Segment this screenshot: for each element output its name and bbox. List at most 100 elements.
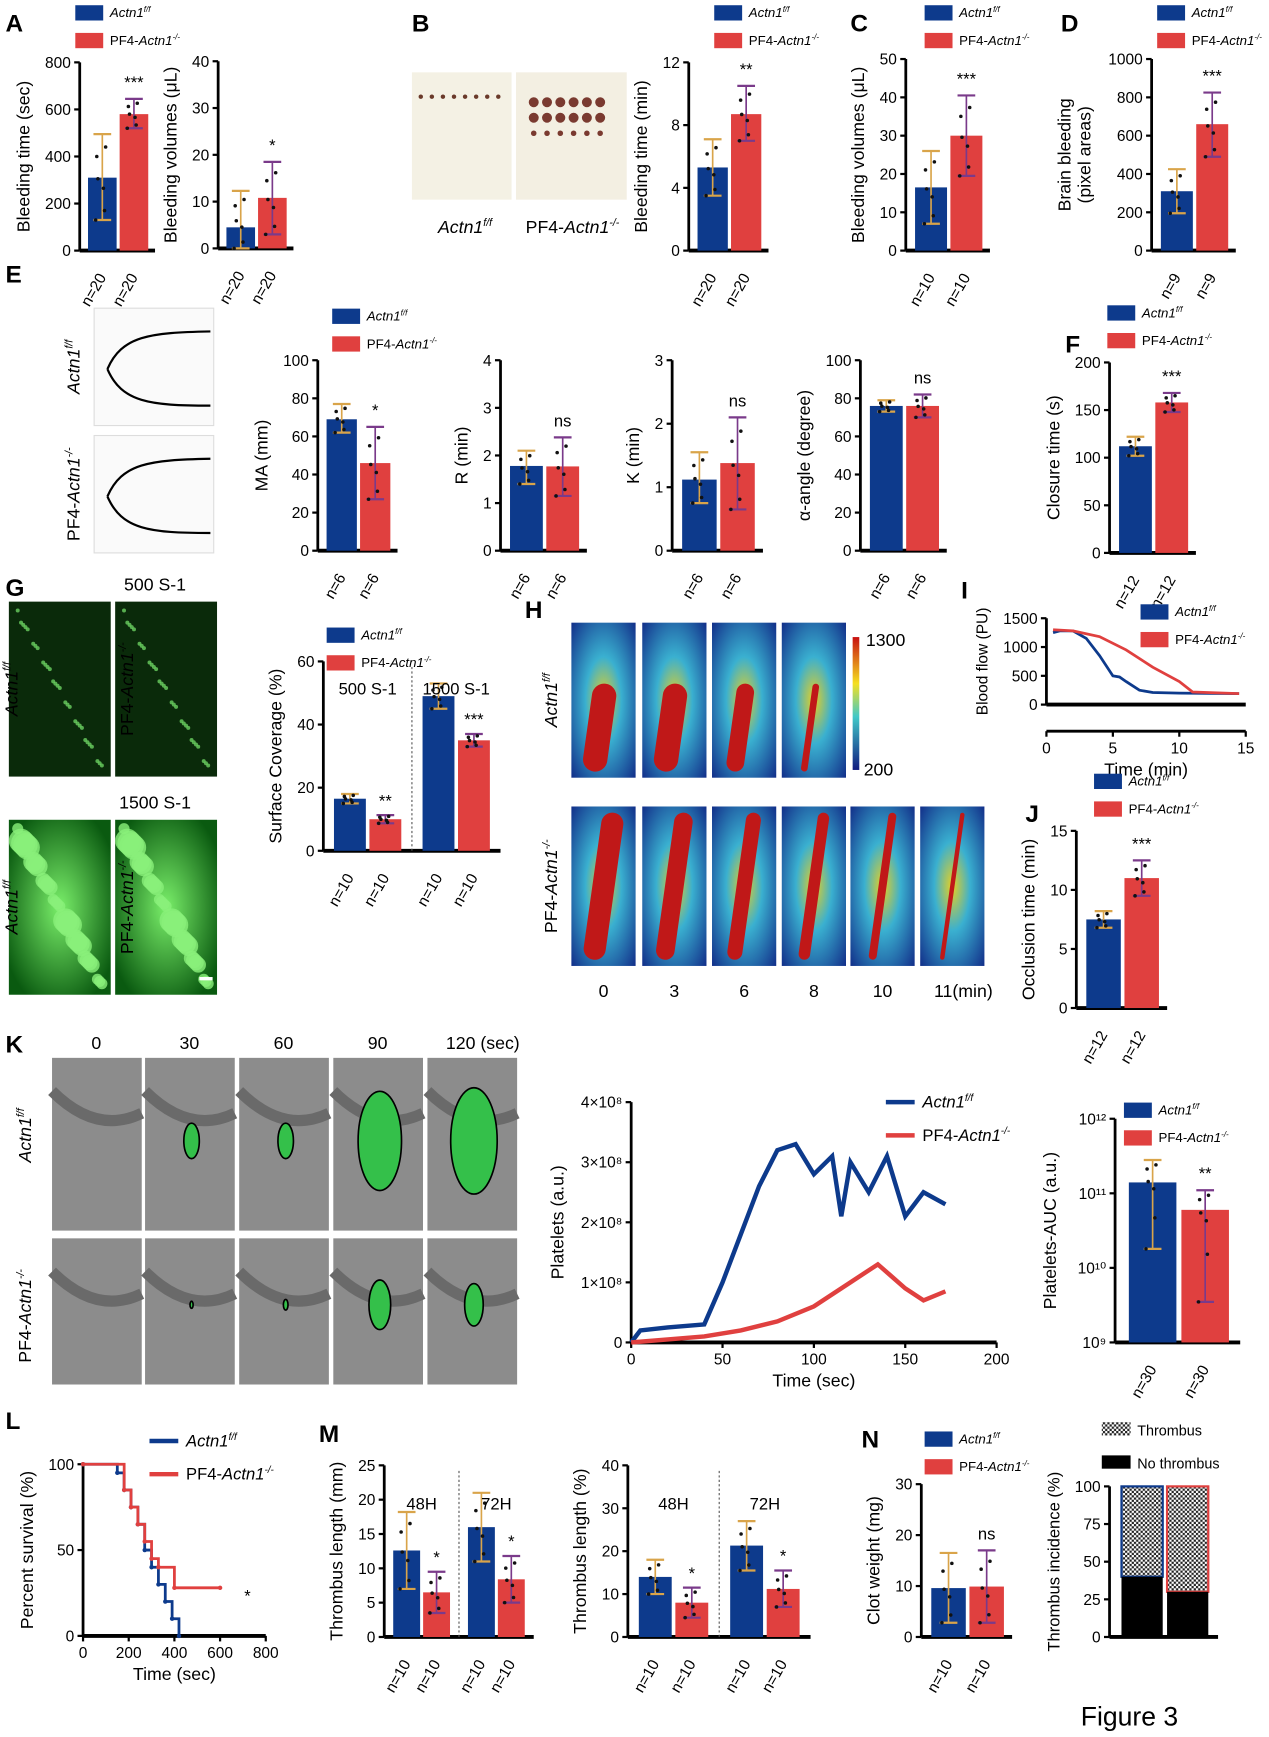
data-point — [988, 1559, 992, 1564]
y-tick-label: 20 — [358, 1492, 376, 1509]
line-pf4 — [1052, 628, 1240, 696]
platelet-spot — [91, 973, 103, 985]
time-label: 8 — [809, 981, 819, 1001]
significance-label: * — [508, 1532, 515, 1551]
y-tick-label: 0 — [1134, 243, 1143, 260]
legend-swatch-pf4 — [1140, 631, 1169, 648]
data-point — [379, 817, 383, 822]
data-point — [979, 1567, 983, 1571]
label-sup: -/- — [609, 217, 619, 229]
data-point — [1146, 1179, 1150, 1184]
significance-label: * — [269, 136, 276, 155]
legend-prefix: PF4- — [1142, 333, 1171, 348]
blood-spot — [440, 94, 446, 99]
data-point — [1204, 1218, 1209, 1223]
platelet-spot — [53, 908, 78, 933]
legend-label: Actn1f/f — [185, 1432, 238, 1451]
y-tick-label: 12 — [663, 55, 680, 72]
platelet-spot — [65, 929, 86, 950]
row-label: Actn1f/f — [541, 672, 561, 728]
data-point — [655, 1588, 660, 1593]
y-tick-label: 400 — [1117, 167, 1143, 184]
bar-group: n=10 * — [759, 1547, 800, 1696]
y-tick-label: 0 — [888, 243, 897, 260]
teg-trace-image — [93, 307, 215, 427]
y-tick-label: 4 — [483, 353, 492, 370]
panel-letter-M: M — [319, 1421, 339, 1448]
teg-trace-image — [93, 434, 215, 554]
n-label: n=10 — [759, 1657, 791, 1696]
legend-prefix: PF4- — [749, 33, 778, 48]
y-tick-label: 800 — [1117, 90, 1143, 107]
survival-point — [149, 1556, 154, 1561]
legend-gene: Actn1 — [1174, 604, 1209, 619]
legend-genotype-sup: f/f — [1176, 305, 1183, 314]
group-label: 72H — [750, 1495, 780, 1514]
data-point — [1203, 154, 1208, 159]
label-gene: Actn1 — [2, 889, 22, 935]
y-tick-label: 40 — [602, 1458, 620, 1475]
y-tick-label: 400 — [45, 149, 71, 166]
y-tick-label: 100 — [48, 1457, 74, 1474]
data-point — [1151, 1187, 1156, 1191]
bar-group: n=20 — [78, 133, 117, 309]
data-point — [1170, 190, 1175, 194]
n-label: n=6 — [718, 571, 746, 602]
legend-gene: Actn1 — [360, 628, 395, 643]
blood-spot — [581, 97, 592, 108]
blood-spot — [597, 130, 603, 137]
data-point — [748, 1526, 752, 1531]
legend-label: Actn1f/f — [1141, 305, 1183, 320]
legend-swatch-actn — [1140, 604, 1169, 620]
data-point — [782, 1591, 787, 1596]
data-point — [966, 165, 971, 169]
bar-actn — [869, 405, 903, 551]
bar-group: n=20 — [722, 84, 762, 309]
blood-spot — [473, 94, 479, 99]
data-point — [1178, 174, 1182, 178]
data-point — [95, 154, 99, 159]
data-point — [712, 173, 716, 177]
bar-thrombus — [1120, 1485, 1164, 1578]
legend-swatch-actn — [924, 1431, 953, 1447]
label-prefix: PF4- — [117, 697, 137, 735]
legend-prefix: PF4- — [1192, 33, 1221, 48]
bar-actn — [326, 419, 357, 551]
y-tick-label: 30 — [895, 1477, 913, 1494]
data-point — [1137, 437, 1141, 442]
y-tick-label: 10 — [358, 1561, 376, 1578]
bar-actn — [1119, 446, 1152, 553]
platelet-spot — [115, 828, 140, 853]
legend-gene: Actn1 — [1128, 774, 1163, 789]
bar-group: n=10 *** — [450, 710, 490, 910]
legend-swatch-pf4 — [924, 32, 953, 49]
bar-group: n=10 — [414, 682, 455, 910]
legend-genotype-sup: -/- — [1205, 333, 1213, 342]
data-point — [931, 214, 936, 218]
legend-genotype-sup: -/- — [1221, 1130, 1229, 1139]
data-point — [233, 204, 237, 208]
x-tick-label: 600 — [207, 1645, 233, 1662]
significance-label: *** — [124, 73, 144, 92]
intravital-image — [52, 1238, 142, 1385]
data-point — [343, 406, 347, 411]
data-point — [440, 685, 444, 690]
column-label: Actn1f/f — [2, 661, 22, 717]
y-tick-label: 30 — [880, 128, 898, 145]
data-point — [967, 105, 972, 110]
data-point — [942, 1587, 946, 1591]
data-point — [1142, 890, 1146, 894]
y-tick-label: 60 — [292, 429, 310, 446]
panel-letter-I: I — [961, 577, 968, 604]
y-tick-label: 15 — [358, 1527, 375, 1544]
legend-swatch-pf4 — [75, 32, 104, 49]
bar-no-thrombus — [1121, 1576, 1163, 1637]
data-point — [1164, 396, 1168, 400]
axes-E_A: 0 20 40 60 80 100 α-angle (degree) — [794, 353, 947, 560]
data-point — [714, 145, 718, 150]
y-tick-label: 5 — [367, 1595, 376, 1612]
y-tick-label: 10 — [880, 205, 898, 222]
